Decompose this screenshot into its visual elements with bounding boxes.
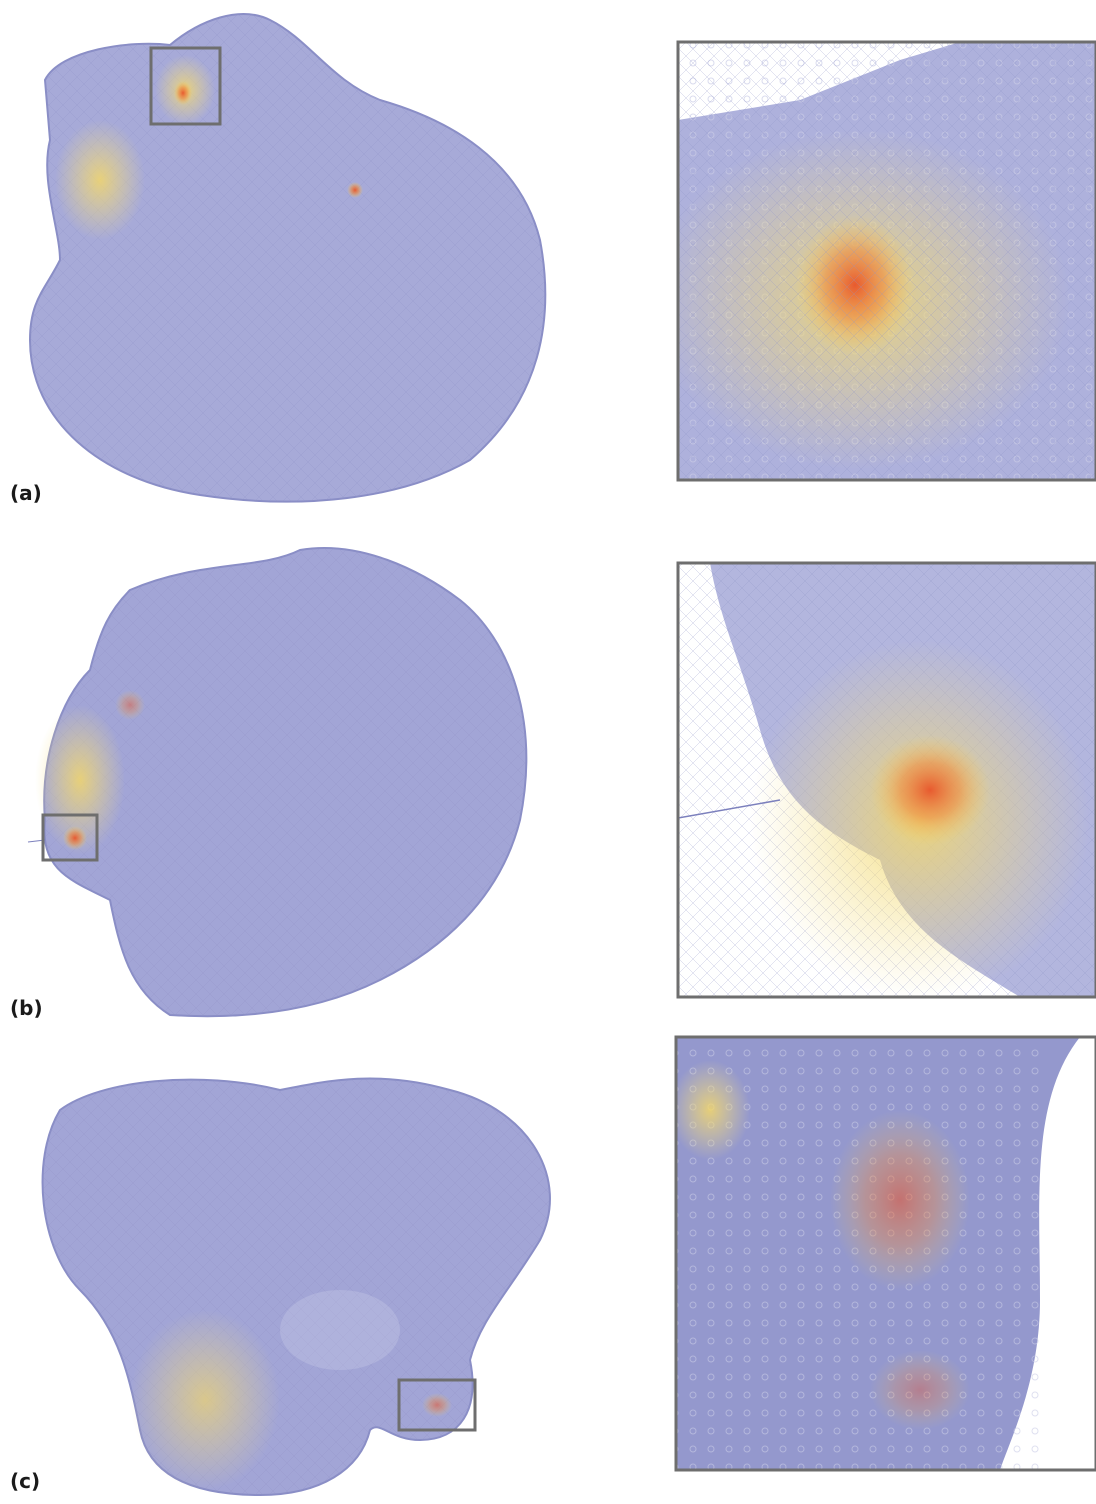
panel-label: (c) [10,1469,40,1493]
inset-a [650,42,1096,480]
inset-b [678,563,1096,1000]
network-a [30,14,545,502]
network-b [28,548,526,1016]
figure: (a) (b) (c) [0,0,1096,1504]
page: {"panels": [{"label": "(a)"}, {"label": … [0,0,1096,1504]
inset-c [670,1037,1096,1470]
panel-label: (b) [10,996,43,1020]
panel-label: (a) [10,481,42,505]
network-c [43,1078,550,1495]
